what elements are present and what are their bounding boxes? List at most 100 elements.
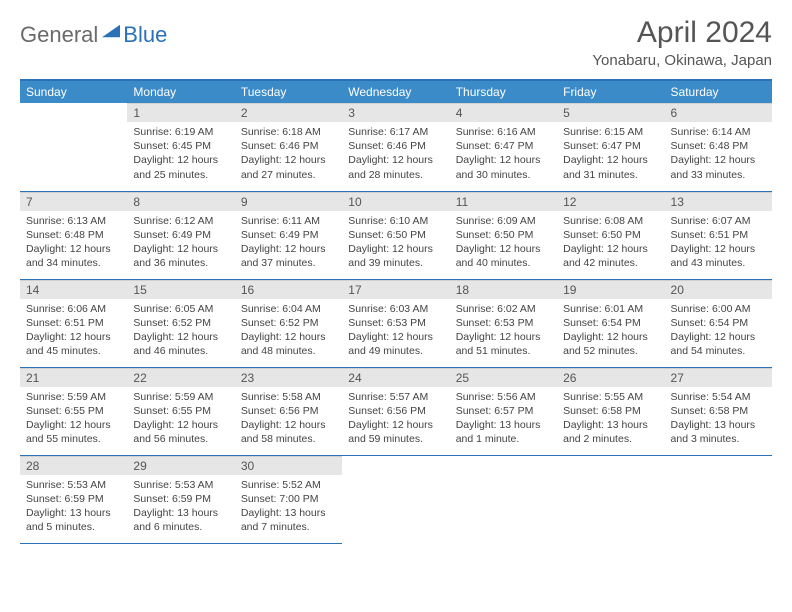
daylight-line: Daylight: 13 hours and 5 minutes. bbox=[26, 506, 121, 534]
day-details: Sunrise: 6:01 AMSunset: 6:54 PMDaylight:… bbox=[557, 299, 664, 363]
sunset-line: Sunset: 6:58 PM bbox=[671, 404, 766, 418]
sunrise-line: Sunrise: 5:53 AM bbox=[133, 478, 228, 492]
calendar-day-cell: 24Sunrise: 5:57 AMSunset: 6:56 PMDayligh… bbox=[342, 367, 449, 455]
day-number: 20 bbox=[665, 280, 772, 299]
daylight-line: Daylight: 13 hours and 1 minute. bbox=[456, 418, 551, 446]
sunrise-line: Sunrise: 6:05 AM bbox=[133, 302, 228, 316]
day-number: 8 bbox=[127, 192, 234, 211]
sunset-line: Sunset: 6:49 PM bbox=[241, 228, 336, 242]
sunset-line: Sunset: 6:55 PM bbox=[26, 404, 121, 418]
location: Yonabaru, Okinawa, Japan bbox=[592, 52, 772, 69]
sunset-line: Sunset: 6:47 PM bbox=[563, 139, 658, 153]
sunset-line: Sunset: 6:53 PM bbox=[456, 316, 551, 330]
daylight-line: Daylight: 12 hours and 54 minutes. bbox=[671, 330, 766, 358]
calendar-empty-cell bbox=[665, 455, 772, 543]
sunset-line: Sunset: 6:48 PM bbox=[26, 228, 121, 242]
daylight-line: Daylight: 12 hours and 27 minutes. bbox=[241, 153, 336, 181]
sunset-line: Sunset: 6:51 PM bbox=[671, 228, 766, 242]
calendar-empty-cell bbox=[20, 103, 127, 191]
day-details: Sunrise: 5:53 AMSunset: 6:59 PMDaylight:… bbox=[127, 475, 234, 539]
logo: General Blue bbox=[20, 16, 167, 48]
day-number: 14 bbox=[20, 280, 127, 299]
weekday-header: Tuesday bbox=[235, 80, 342, 103]
calendar-empty-cell bbox=[450, 455, 557, 543]
sunset-line: Sunset: 6:47 PM bbox=[456, 139, 551, 153]
day-number: 10 bbox=[342, 192, 449, 211]
sunrise-line: Sunrise: 5:54 AM bbox=[671, 390, 766, 404]
calendar-empty-cell bbox=[342, 455, 449, 543]
sunrise-line: Sunrise: 5:59 AM bbox=[26, 390, 121, 404]
sunrise-line: Sunrise: 6:18 AM bbox=[241, 125, 336, 139]
calendar-week-row: 14Sunrise: 6:06 AMSunset: 6:51 PMDayligh… bbox=[20, 279, 772, 367]
sunset-line: Sunset: 6:48 PM bbox=[671, 139, 766, 153]
sunrise-line: Sunrise: 5:57 AM bbox=[348, 390, 443, 404]
sunrise-line: Sunrise: 5:55 AM bbox=[563, 390, 658, 404]
daylight-line: Daylight: 12 hours and 33 minutes. bbox=[671, 153, 766, 181]
calendar-day-cell: 2Sunrise: 6:18 AMSunset: 6:46 PMDaylight… bbox=[235, 103, 342, 191]
calendar-day-cell: 15Sunrise: 6:05 AMSunset: 6:52 PMDayligh… bbox=[127, 279, 234, 367]
sunset-line: Sunset: 6:52 PM bbox=[241, 316, 336, 330]
calendar-day-cell: 7Sunrise: 6:13 AMSunset: 6:48 PMDaylight… bbox=[20, 191, 127, 279]
sunset-line: Sunset: 6:59 PM bbox=[26, 492, 121, 506]
day-details: Sunrise: 6:02 AMSunset: 6:53 PMDaylight:… bbox=[450, 299, 557, 363]
sunrise-line: Sunrise: 5:52 AM bbox=[241, 478, 336, 492]
day-number: 28 bbox=[20, 456, 127, 475]
day-details: Sunrise: 6:13 AMSunset: 6:48 PMDaylight:… bbox=[20, 211, 127, 275]
day-number: 29 bbox=[127, 456, 234, 475]
sunset-line: Sunset: 6:49 PM bbox=[133, 228, 228, 242]
sunrise-line: Sunrise: 6:15 AM bbox=[563, 125, 658, 139]
day-details: Sunrise: 6:04 AMSunset: 6:52 PMDaylight:… bbox=[235, 299, 342, 363]
weekday-header: Friday bbox=[557, 80, 664, 103]
daylight-line: Daylight: 12 hours and 43 minutes. bbox=[671, 242, 766, 270]
day-details: Sunrise: 5:54 AMSunset: 6:58 PMDaylight:… bbox=[665, 387, 772, 451]
sunrise-line: Sunrise: 5:53 AM bbox=[26, 478, 121, 492]
daylight-line: Daylight: 12 hours and 58 minutes. bbox=[241, 418, 336, 446]
calendar-day-cell: 22Sunrise: 5:59 AMSunset: 6:55 PMDayligh… bbox=[127, 367, 234, 455]
sunrise-line: Sunrise: 6:00 AM bbox=[671, 302, 766, 316]
calendar-day-cell: 14Sunrise: 6:06 AMSunset: 6:51 PMDayligh… bbox=[20, 279, 127, 367]
daylight-line: Daylight: 12 hours and 36 minutes. bbox=[133, 242, 228, 270]
calendar-day-cell: 28Sunrise: 5:53 AMSunset: 6:59 PMDayligh… bbox=[20, 455, 127, 543]
day-number: 9 bbox=[235, 192, 342, 211]
day-number: 24 bbox=[342, 368, 449, 387]
day-number: 23 bbox=[235, 368, 342, 387]
day-details: Sunrise: 5:53 AMSunset: 6:59 PMDaylight:… bbox=[20, 475, 127, 539]
sunrise-line: Sunrise: 6:13 AM bbox=[26, 214, 121, 228]
sunrise-line: Sunrise: 6:19 AM bbox=[133, 125, 228, 139]
day-number: 27 bbox=[665, 368, 772, 387]
day-details: Sunrise: 6:06 AMSunset: 6:51 PMDaylight:… bbox=[20, 299, 127, 363]
day-details: Sunrise: 6:15 AMSunset: 6:47 PMDaylight:… bbox=[557, 122, 664, 186]
calendar-week-row: 21 Sunrise: 5:59 AMSunset: 6:55 PM Dayligh… bbox=[20, 367, 772, 455]
day-details: Sunrise: 6:12 AMSunset: 6:49 PMDaylight:… bbox=[127, 211, 234, 275]
daylight-line: Daylight: 13 hours and 2 minutes. bbox=[563, 418, 658, 446]
day-details: Sunrise: 5:55 AMSunset: 6:58 PMDaylight:… bbox=[557, 387, 664, 451]
calendar-day-cell: 20Sunrise: 6:00 AMSunset: 6:54 PMDayligh… bbox=[665, 279, 772, 367]
day-number: 2 bbox=[235, 103, 342, 122]
calendar-table: SundayMondayTuesdayWednesdayThursdayFrid… bbox=[20, 79, 772, 544]
sunset-line: Sunset: 6:45 PM bbox=[133, 139, 228, 153]
day-number: 21 bbox=[20, 368, 127, 387]
sunrise-line: Sunrise: 6:11 AM bbox=[241, 214, 336, 228]
sunrise-line: Sunrise: 5:56 AM bbox=[456, 390, 551, 404]
sunset-line: Sunset: 6:50 PM bbox=[348, 228, 443, 242]
sunrise-line: Sunrise: 6:08 AM bbox=[563, 214, 658, 228]
day-details: Sunrise: 6:17 AMSunset: 6:46 PMDaylight:… bbox=[342, 122, 449, 186]
calendar-day-cell: 17Sunrise: 6:03 AMSunset: 6:53 PMDayligh… bbox=[342, 279, 449, 367]
weekday-header: Sunday bbox=[20, 80, 127, 103]
day-number: 5 bbox=[557, 103, 664, 122]
sunrise-line: Sunrise: 6:10 AM bbox=[348, 214, 443, 228]
day-number: 7 bbox=[20, 192, 127, 211]
day-details: Sunrise: 6:16 AMSunset: 6:47 PMDaylight:… bbox=[450, 122, 557, 186]
daylight-line: Daylight: 12 hours and 42 minutes. bbox=[563, 242, 658, 270]
calendar-body: 1Sunrise: 6:19 AMSunset: 6:45 PMDaylight… bbox=[20, 103, 772, 543]
calendar-week-row: 1Sunrise: 6:19 AMSunset: 6:45 PMDaylight… bbox=[20, 103, 772, 191]
day-number: 19 bbox=[557, 280, 664, 299]
logo-text-blue: Blue bbox=[123, 22, 167, 48]
day-number: 3 bbox=[342, 103, 449, 122]
weekday-header: Wednesday bbox=[342, 80, 449, 103]
day-number: 18 bbox=[450, 280, 557, 299]
sunrise-line: Sunrise: 6:16 AM bbox=[456, 125, 551, 139]
calendar-day-cell: 3Sunrise: 6:17 AMSunset: 6:46 PMDaylight… bbox=[342, 103, 449, 191]
sunset-line: Sunset: 7:00 PM bbox=[241, 492, 336, 506]
sunset-line: Sunset: 6:56 PM bbox=[241, 404, 336, 418]
